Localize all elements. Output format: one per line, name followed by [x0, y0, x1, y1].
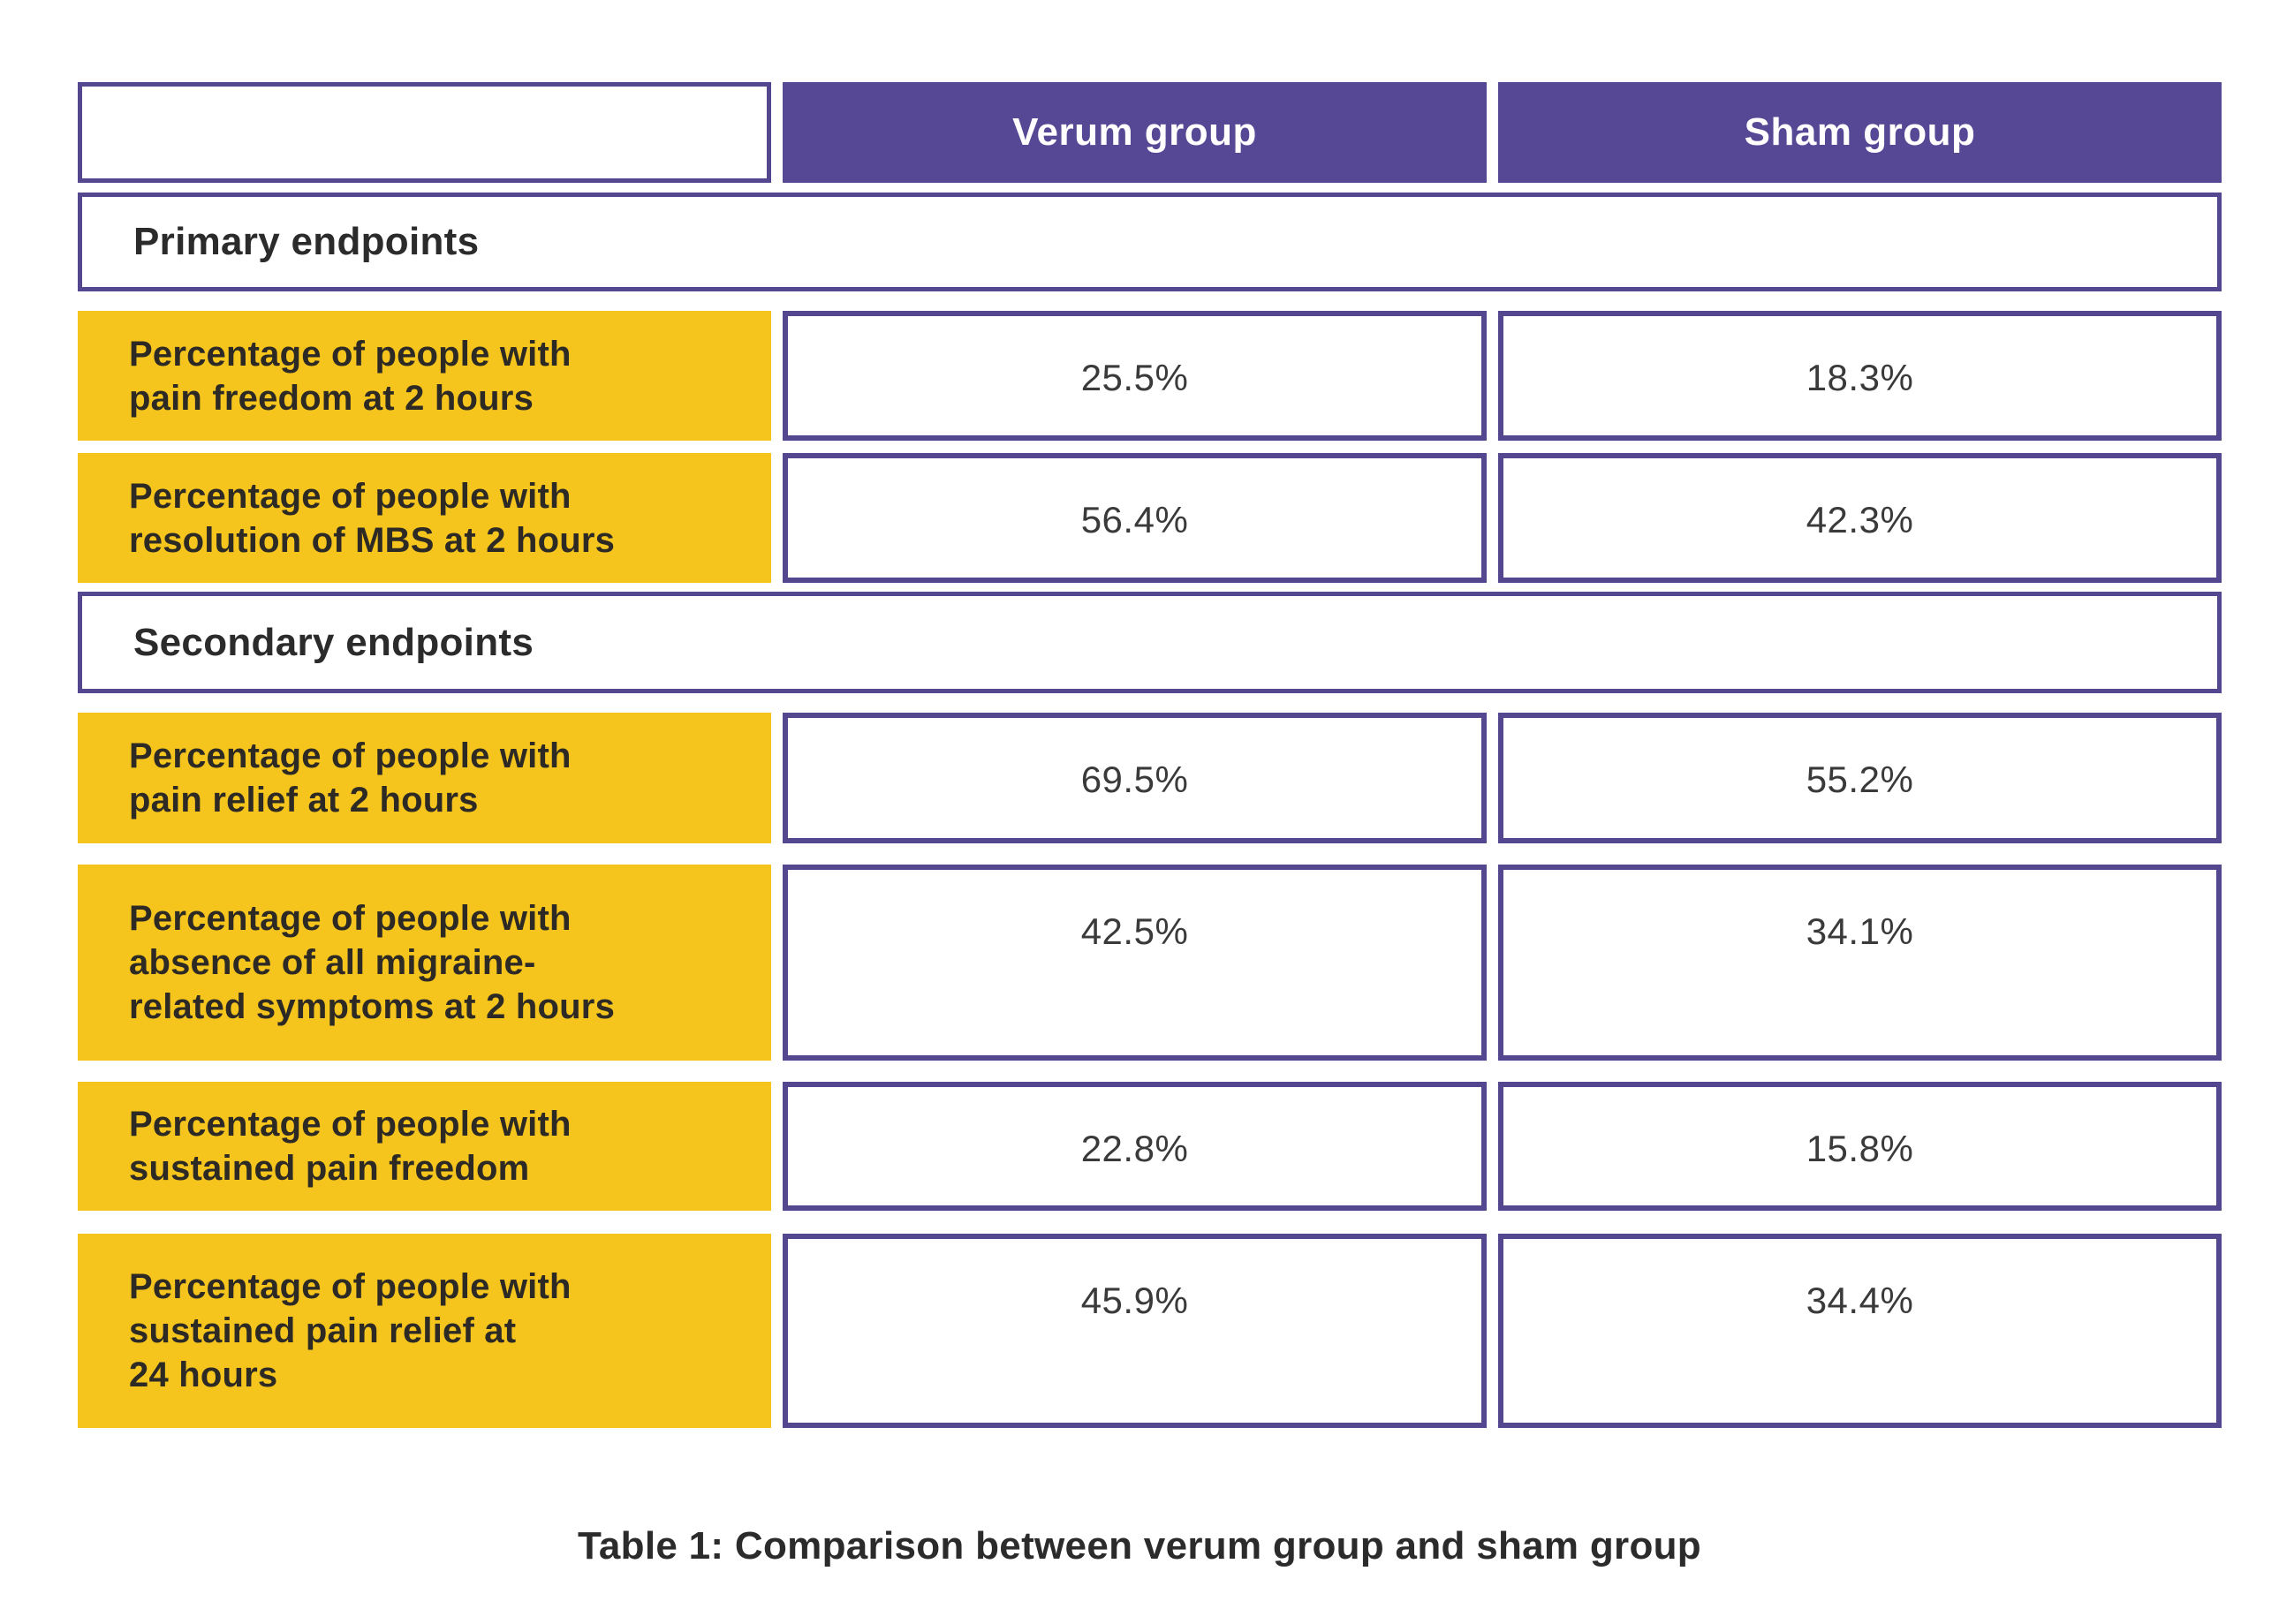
verum-value: 22.8% [783, 1082, 1487, 1211]
sham-value: 42.3% [1498, 453, 2222, 583]
table-row-pain-relief-2h: Percentage of people with pain relief at… [78, 713, 2222, 843]
section-row-secondary-endpoints: Secondary endpoints [78, 592, 2222, 693]
row-label: Percentage of people with resolution of … [78, 453, 771, 583]
verum-value: 56.4% [783, 453, 1487, 583]
table-row-sustained-pain-relief-24h: Percentage of people with sustained pain… [78, 1234, 2222, 1428]
sham-value: 18.3% [1498, 311, 2222, 441]
header-cell-sham: Sham group [1498, 82, 2222, 183]
verum-value: 45.9% [783, 1234, 1487, 1428]
row-label: Percentage of people with sustained pain… [78, 1234, 771, 1428]
header-cell-verum: Verum group [783, 82, 1487, 183]
row-label: Percentage of people with pain relief at… [78, 713, 771, 843]
table-caption: Table 1: Comparison between verum group … [577, 1524, 1701, 1567]
table-row-absence-migraine-symptoms-2h: Percentage of people with absence of all… [78, 865, 2222, 1061]
row-label: Percentage of people with sustained pain… [78, 1082, 771, 1211]
header-cell-empty [78, 82, 771, 183]
table-row-mbs-resolution-2h: Percentage of people with resolution of … [78, 453, 2222, 583]
verum-value: 25.5% [783, 311, 1487, 441]
sham-value: 34.4% [1498, 1234, 2222, 1428]
comparison-table: Verum group Sham group Primary endpoints… [78, 82, 2222, 1428]
section-row-primary-endpoints: Primary endpoints [78, 193, 2222, 291]
table-row-sustained-pain-freedom: Percentage of people with sustained pain… [78, 1082, 2222, 1211]
verum-value: 42.5% [783, 865, 1487, 1061]
row-label: Percentage of people with absence of all… [78, 865, 771, 1061]
table-row-pain-freedom-2h: Percentage of people with pain freedom a… [78, 311, 2222, 441]
sham-value: 15.8% [1498, 1082, 2222, 1211]
verum-value: 69.5% [783, 713, 1487, 843]
row-label: Percentage of people with pain freedom a… [78, 311, 771, 441]
sham-value: 55.2% [1498, 713, 2222, 843]
sham-value: 34.1% [1498, 865, 2222, 1061]
table-header-row: Verum group Sham group [78, 82, 2222, 183]
